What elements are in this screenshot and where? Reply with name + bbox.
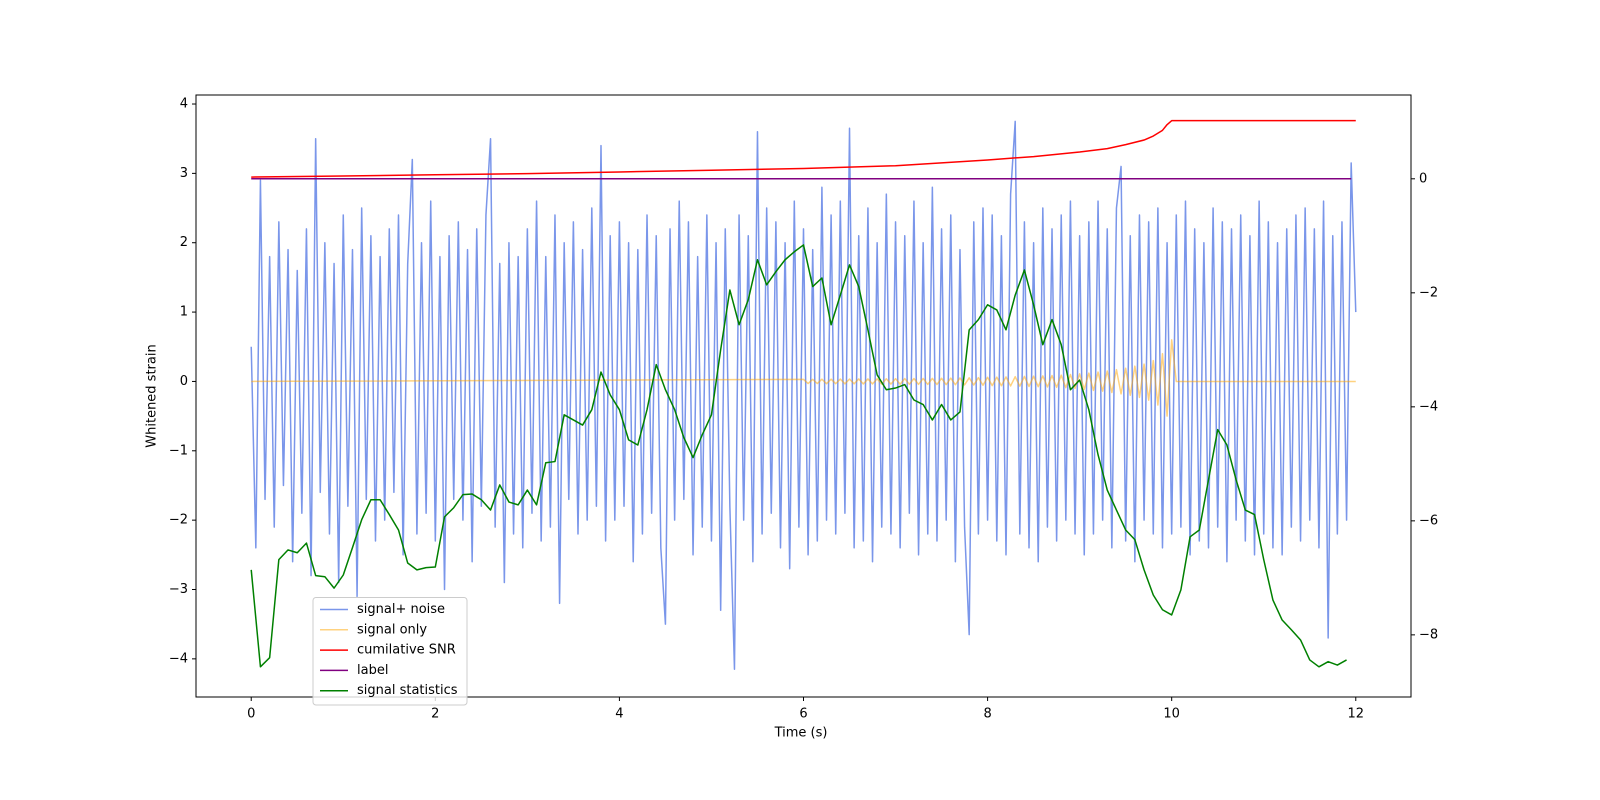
y2-tick-label: −8 <box>1419 627 1438 642</box>
series-line <box>250 120 1357 671</box>
axes-frame <box>195 94 1412 698</box>
legend-box <box>312 597 468 706</box>
y-tick-label: 2 <box>180 235 188 250</box>
y2-tick-label: −6 <box>1419 513 1438 528</box>
x-tick-label: 10 <box>1163 707 1180 722</box>
y2-tick-label: −4 <box>1419 399 1438 414</box>
y-tick-label: −1 <box>169 443 188 458</box>
y-tick-label: 3 <box>180 166 188 181</box>
y-axis-label: Whitened strain <box>145 344 160 447</box>
y2-tick-label: 0 <box>1419 171 1427 186</box>
legend-label: signal+ noise <box>357 602 445 617</box>
x-tick-label: 2 <box>431 707 439 722</box>
y-tick-label: 4 <box>180 97 188 112</box>
legend-label: signal only <box>357 622 427 637</box>
x-axis-label: Time (s) <box>774 726 828 741</box>
legend-label: signal statistics <box>357 683 458 698</box>
legend: signal+ noise signal only cumilative SNR la… <box>312 597 468 706</box>
y2-tick-label: −2 <box>1419 285 1438 300</box>
y-tick-label: −2 <box>169 513 188 528</box>
x-tick-label: 6 <box>799 707 807 722</box>
x-tick-label: 12 <box>1347 707 1364 722</box>
y-tick-label: 0 <box>180 374 188 389</box>
legend-label: label <box>357 663 388 678</box>
y-tick-label: −3 <box>169 582 188 597</box>
x-tick-label: 8 <box>983 707 991 722</box>
x-tick-label: 0 <box>247 707 255 722</box>
series-line <box>251 339 1356 417</box>
series-line <box>250 244 1347 668</box>
y-tick-label: −4 <box>169 651 188 666</box>
y-tick-label: 1 <box>180 305 188 320</box>
series-line <box>251 119 1356 178</box>
legend-label: cumilative SNR <box>357 643 456 658</box>
x-tick-label: 4 <box>615 707 623 722</box>
